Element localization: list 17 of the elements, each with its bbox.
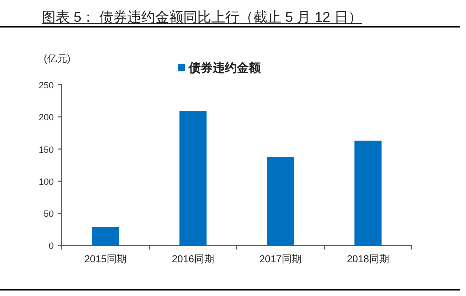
y-tick-label: 200 — [38, 112, 54, 123]
x-tick-label: 2017同期 — [260, 254, 302, 266]
y-tick-label: 0 — [48, 241, 54, 252]
y-tick-label: 50 — [44, 209, 54, 220]
y-axis-title: (亿元) — [44, 54, 71, 65]
chart-title: 图表 5： 债券违约金额同比上行（截止 5 月 12 日） — [42, 9, 362, 25]
y-tick-label: 100 — [38, 176, 54, 187]
bar — [92, 227, 120, 246]
legend-label: 债券违约金额 — [188, 61, 262, 75]
y-tick-label: 150 — [38, 144, 54, 155]
y-tick-label: 250 — [38, 80, 54, 90]
x-tick-label: 2016同期 — [172, 254, 214, 266]
bar — [180, 111, 207, 246]
x-tick-label: 2018同期 — [347, 254, 390, 266]
bar — [267, 156, 294, 246]
bar — [354, 140, 382, 246]
x-tick-label: 2015同期 — [84, 254, 127, 266]
